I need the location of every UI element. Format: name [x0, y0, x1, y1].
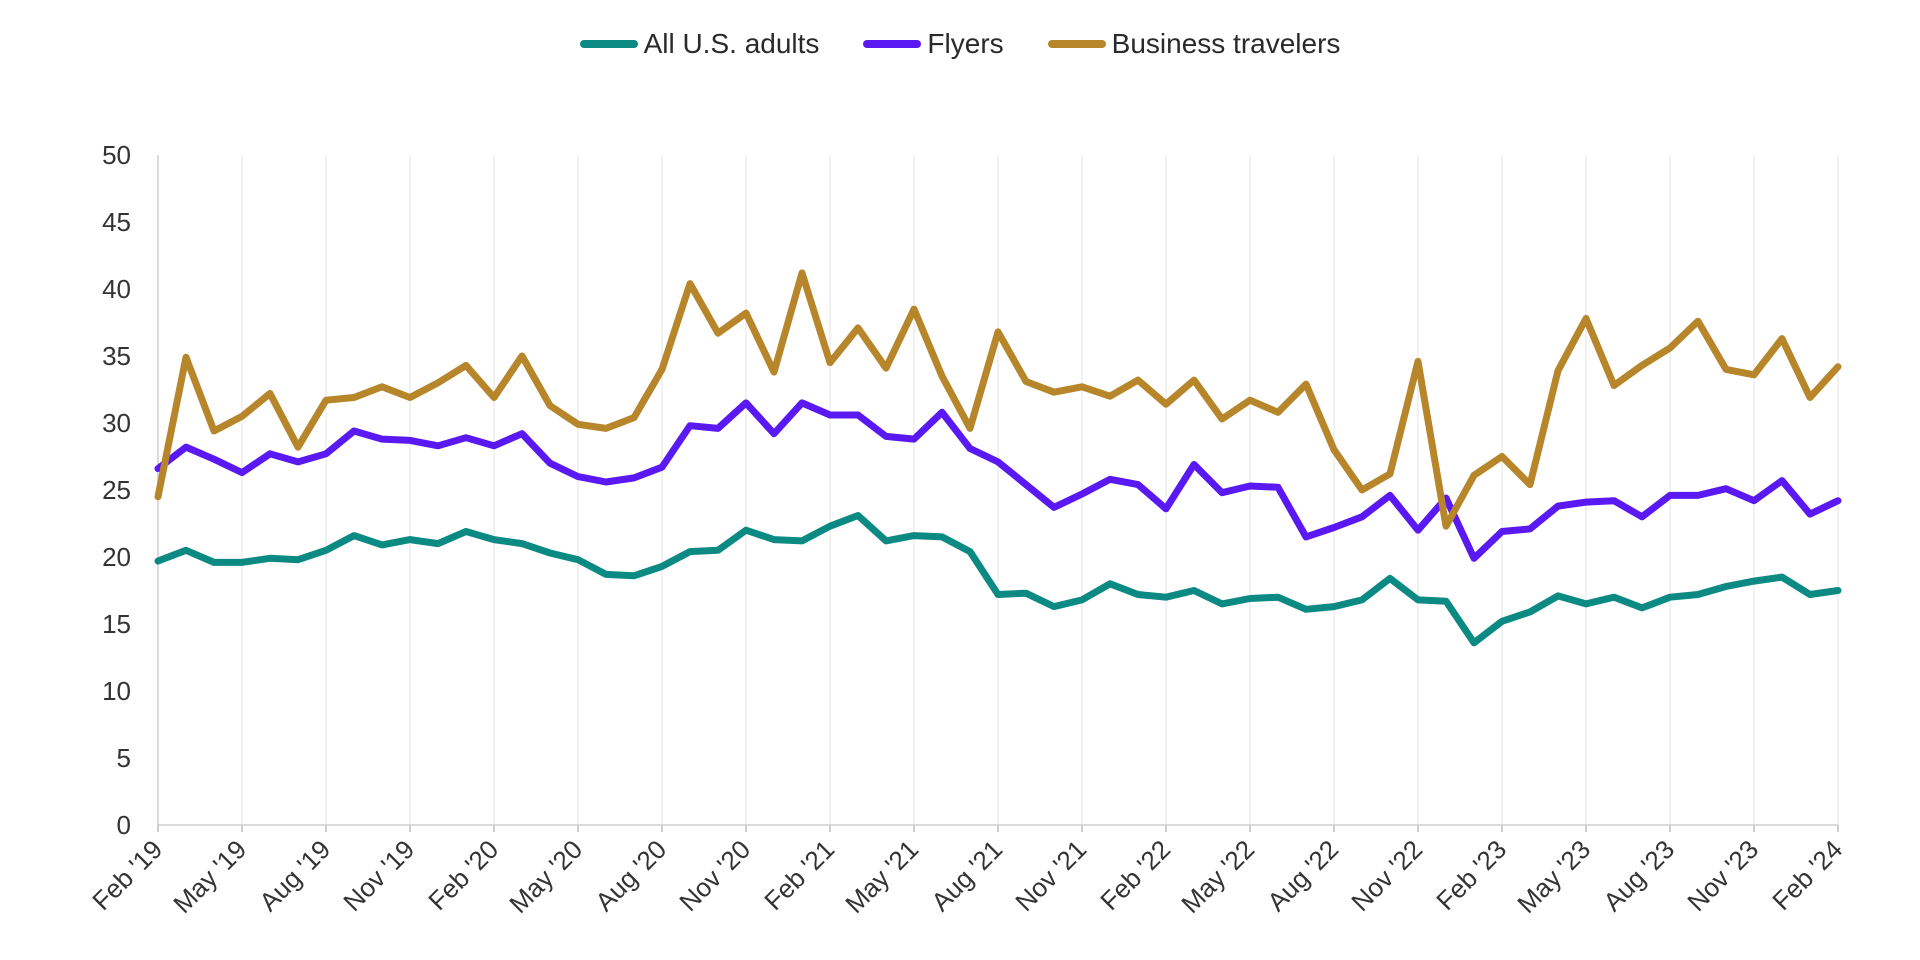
legend-item-all-adults: All U.S. adults	[579, 28, 820, 60]
y-tick-label: 15	[102, 609, 131, 639]
x-tick-label: Feb '24	[1766, 834, 1848, 916]
legend-swatch-flyers	[863, 40, 922, 48]
y-tick-label: 20	[102, 542, 131, 572]
x-tick-label: Nov '19	[337, 834, 420, 917]
x-tick-label: Feb '21	[758, 834, 840, 916]
x-tick-label: May '22	[1175, 834, 1260, 919]
x-tick-label: Aug '23	[1597, 834, 1680, 917]
x-tick-label: Aug '19	[253, 834, 336, 917]
x-tick-label: Feb '22	[1094, 834, 1176, 916]
legend-item-flyers: Flyers	[863, 28, 1004, 60]
y-tick-label: 25	[102, 475, 131, 505]
y-tick-label: 45	[102, 207, 131, 237]
y-tick-label: 30	[102, 408, 131, 438]
x-tick-label: Aug '21	[925, 834, 1008, 917]
x-tick-label: Aug '20	[589, 834, 672, 917]
x-tick-label: Nov '20	[673, 834, 756, 917]
y-tick-label: 10	[102, 676, 131, 706]
x-tick-label: Nov '22	[1345, 834, 1428, 917]
legend-label-all-adults: All U.S. adults	[643, 28, 820, 59]
x-tick-label: Feb '19	[86, 834, 168, 916]
series-line-all-u-s-adults	[154, 512, 1842, 647]
legend-swatch-all-adults	[579, 40, 638, 48]
x-tick-label: Nov '21	[1009, 834, 1092, 917]
legend-label-business-travelers: Business travelers	[1111, 28, 1341, 59]
y-tick-label: 0	[117, 810, 131, 840]
x-tick-label: May '21	[839, 834, 924, 919]
y-tick-label: 50	[102, 140, 131, 170]
x-tick-label: May '19	[167, 834, 252, 919]
legend-label-flyers: Flyers	[927, 28, 1004, 59]
x-tick-label: May '20	[503, 834, 588, 919]
series-line-business-travelers	[154, 269, 1842, 530]
y-tick-label: 5	[117, 743, 131, 773]
y-tick-label: 35	[102, 341, 131, 371]
x-tick-label: Aug '22	[1261, 834, 1344, 917]
legend-swatch-business-travelers	[1047, 40, 1106, 48]
x-tick-label: May '23	[1511, 834, 1596, 919]
legend-item-business-travelers: Business travelers	[1047, 28, 1341, 60]
series-line-flyers	[154, 399, 1842, 562]
y-tick-label: 40	[102, 274, 131, 304]
chart-legend: All U.S. adults Flyers Business traveler…	[0, 28, 1920, 60]
x-tick-label: Nov '23	[1681, 834, 1764, 917]
x-tick-label: Feb '20	[422, 834, 504, 916]
x-tick-label: Feb '23	[1430, 834, 1512, 916]
